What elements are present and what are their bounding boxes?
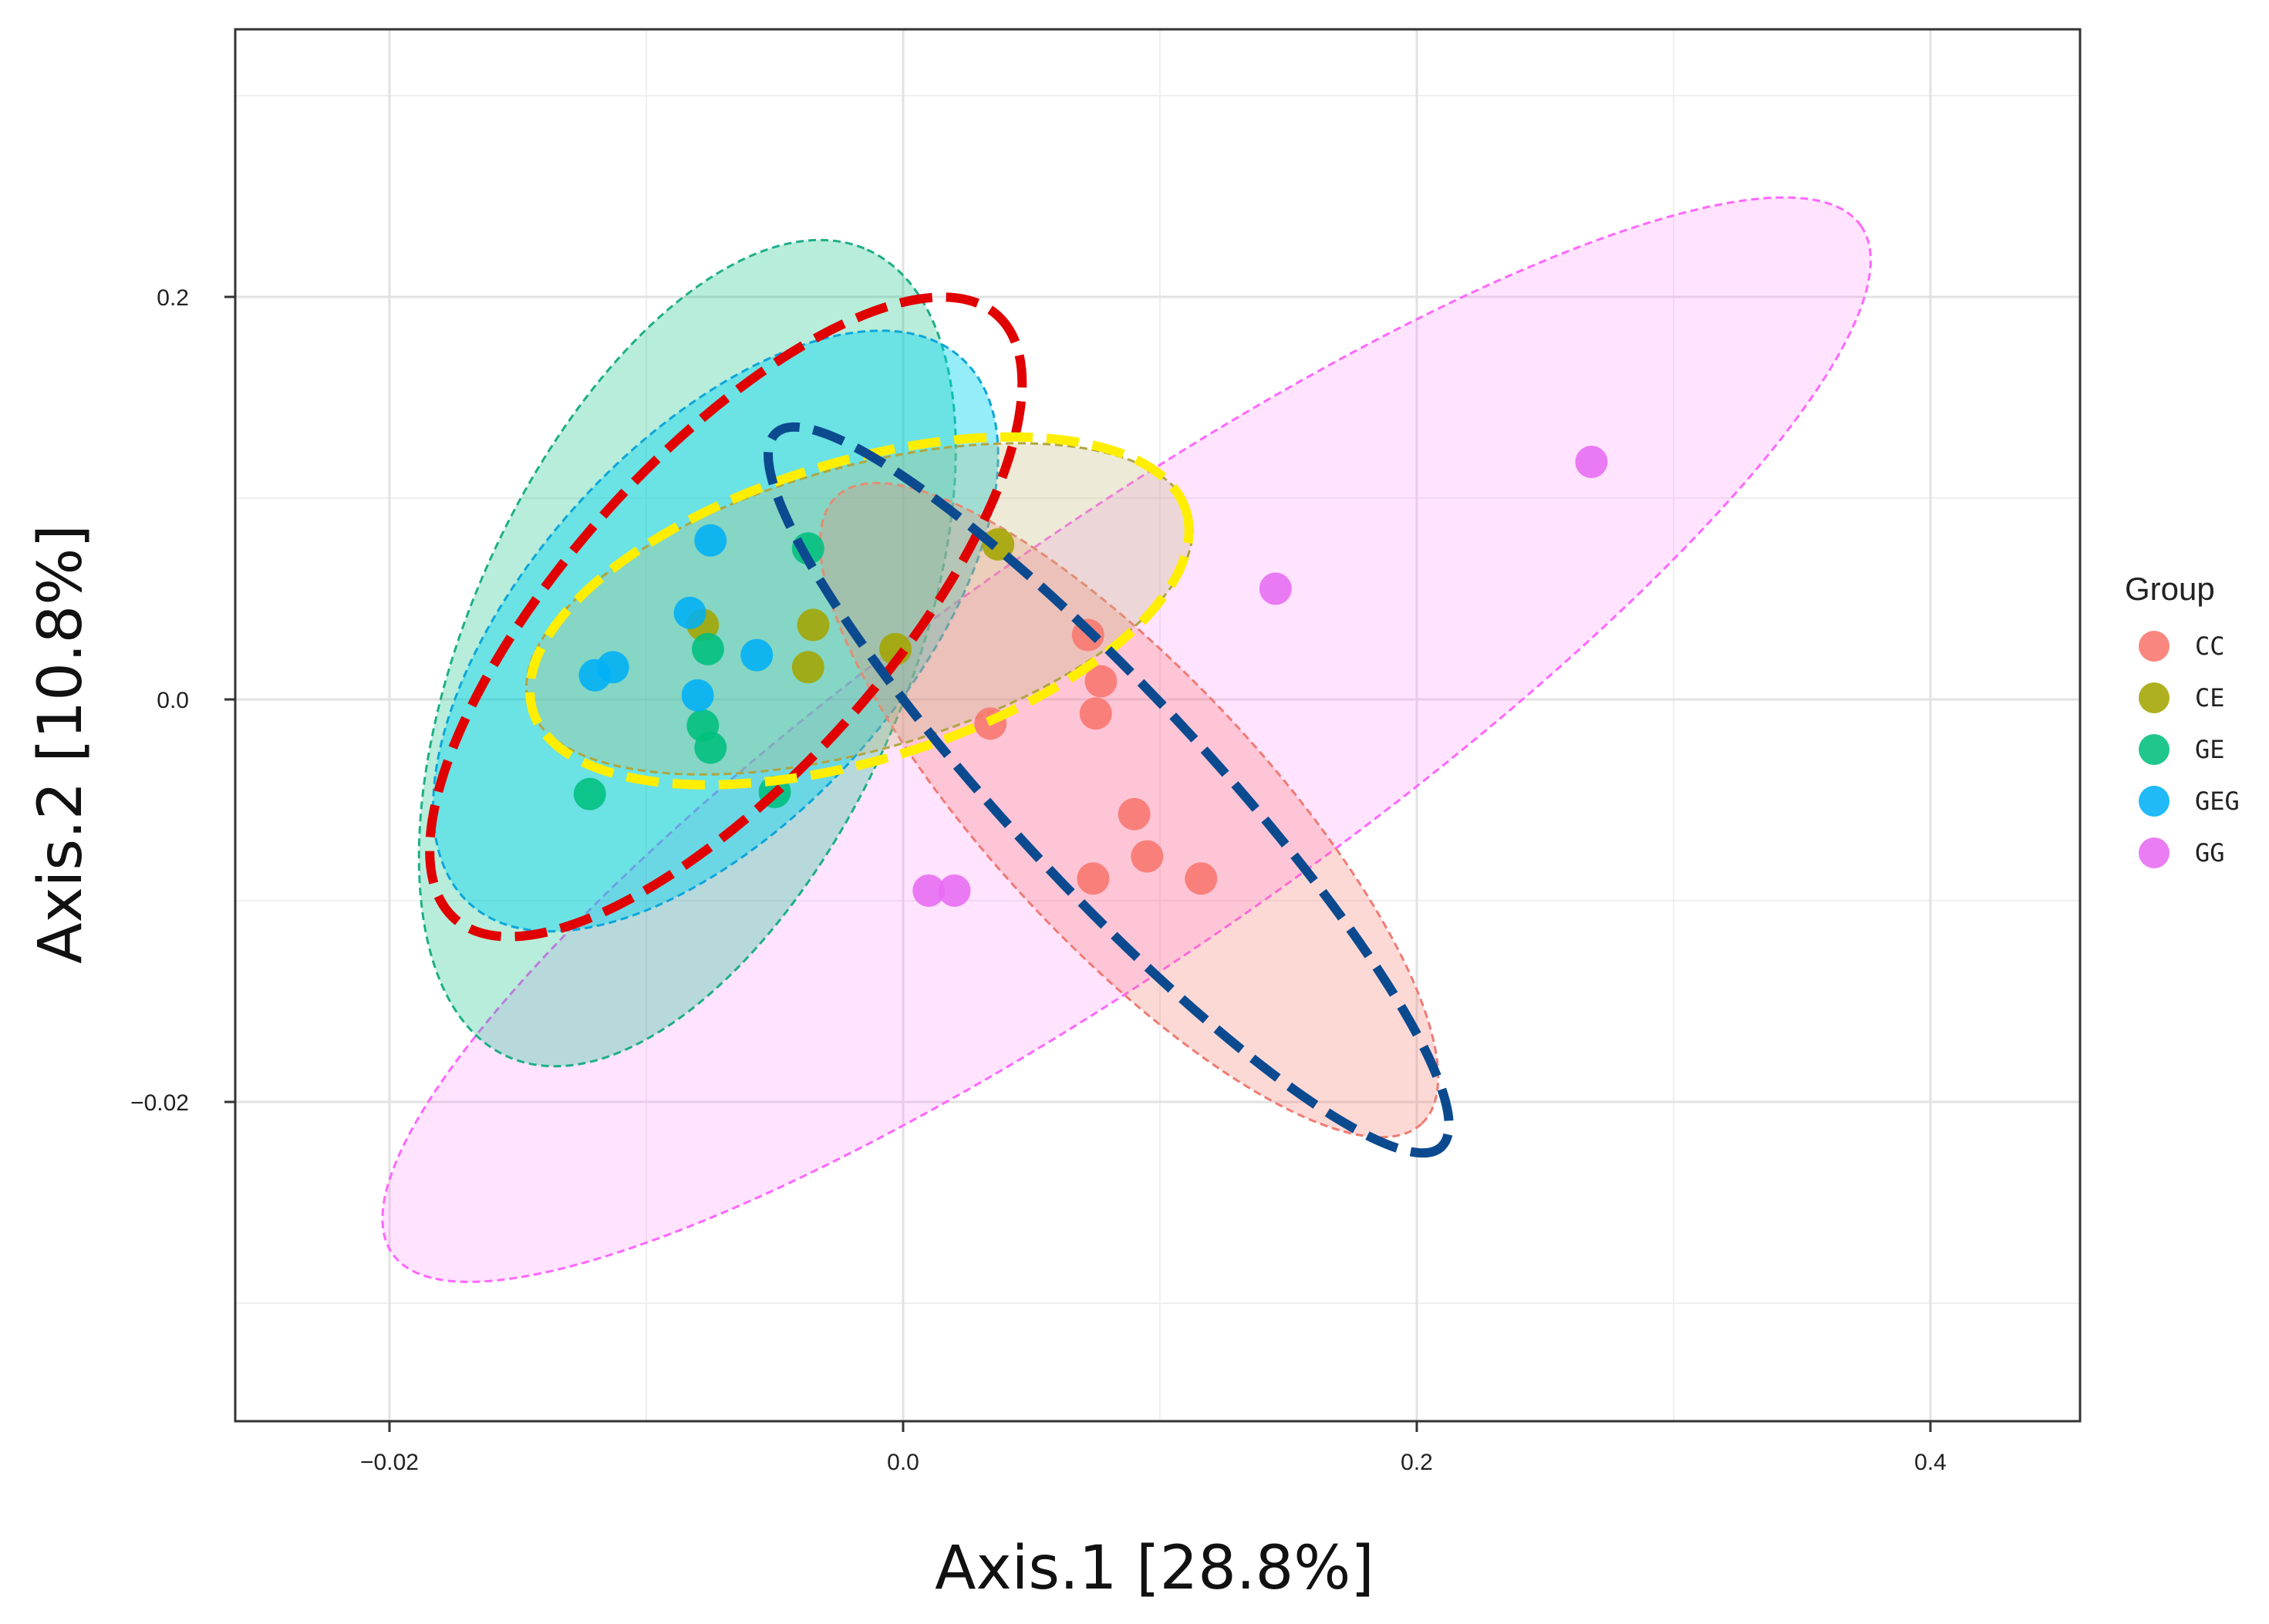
legend-title: Group xyxy=(2125,571,2215,607)
y-axis-ticks: 0.2 0.0 −0.02 xyxy=(130,285,235,1116)
point-gg xyxy=(1259,572,1292,605)
point-geg xyxy=(694,524,727,557)
legend-key-gg xyxy=(2139,837,2170,868)
legend-key-geg xyxy=(2139,786,2170,817)
point-geg xyxy=(740,638,774,672)
point-cc xyxy=(1084,665,1118,698)
legend-key-ge xyxy=(2139,734,2170,765)
point-geg xyxy=(681,679,714,712)
point-ce xyxy=(797,608,830,642)
plot-panel-border xyxy=(234,28,2082,1423)
ellipse-ge xyxy=(417,238,957,1068)
ellipse-highlight-red xyxy=(425,292,1027,942)
legend-label-ce: CE xyxy=(2195,683,2225,713)
ellipse-gg xyxy=(381,196,1873,1283)
point-cc xyxy=(1131,840,1164,873)
legend-label-ge: GE xyxy=(2195,735,2225,764)
legend-key-ce xyxy=(2139,682,2170,713)
y-tick-label: 0.0 xyxy=(157,688,189,713)
x-tick-label: 0.2 xyxy=(1401,1450,1433,1475)
point-ge xyxy=(691,632,724,665)
legend: Group CC CE GE GEG GG xyxy=(2125,571,2240,868)
ellipse-highlight-blue xyxy=(764,422,1454,1158)
point-gg xyxy=(1575,446,1608,479)
legend-label-geg: GEG xyxy=(2195,787,2240,816)
x-tick-label: 0.0 xyxy=(887,1450,919,1475)
point-gg xyxy=(912,874,946,907)
y-axis-title: Axis.2 [10.8%] xyxy=(26,524,96,964)
point-ce xyxy=(791,651,824,684)
point-cc xyxy=(1185,862,1218,895)
x-tick-label: 0.4 xyxy=(1914,1450,1947,1475)
point-ge xyxy=(573,777,606,810)
y-tick-label: 0.2 xyxy=(157,285,189,311)
x-tick-label: −0.02 xyxy=(360,1450,419,1475)
highlight-ellipses xyxy=(425,292,1454,1158)
point-gg xyxy=(938,874,971,907)
point-geg xyxy=(578,659,612,692)
legend-label-cc: CC xyxy=(2195,632,2225,661)
gridlines xyxy=(235,29,2080,1421)
point-cc xyxy=(1077,862,1110,895)
legend-label-gg: GG xyxy=(2195,838,2225,868)
y-tick-label: −0.02 xyxy=(130,1090,189,1116)
ellipse-highlight-yellow xyxy=(525,432,1194,790)
point-cc xyxy=(1118,797,1151,831)
point-geg xyxy=(673,596,706,629)
x-axis-title: Axis.1 [28.8%] xyxy=(935,1534,1374,1603)
legend-key-cc xyxy=(2139,631,2170,662)
point-ge xyxy=(694,731,727,764)
point-cc xyxy=(1079,697,1112,730)
x-axis-ticks: −0.02 0.0 0.2 0.4 xyxy=(360,1421,1947,1475)
